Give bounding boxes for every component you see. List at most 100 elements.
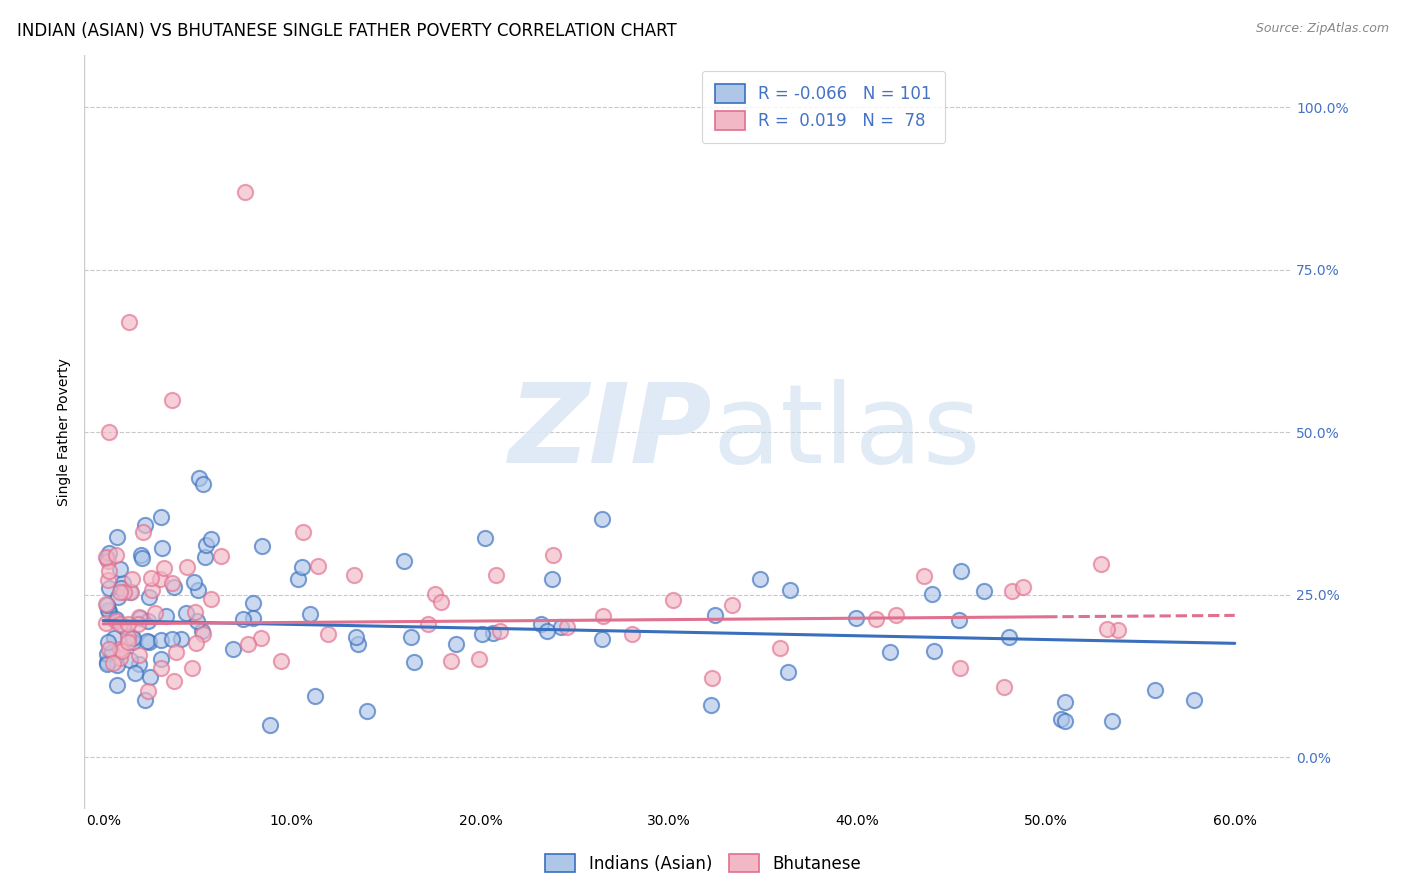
Point bbox=[186, 614, 208, 628]
Point bbox=[108, 562, 131, 576]
Y-axis label: Single Father Poverty: Single Father Poverty bbox=[58, 359, 72, 506]
Point bbox=[242, 596, 264, 610]
Point bbox=[200, 591, 222, 606]
Point bbox=[1107, 623, 1129, 637]
Point bbox=[118, 585, 141, 599]
Point bbox=[128, 657, 150, 671]
Point bbox=[307, 559, 329, 574]
Point bbox=[993, 680, 1015, 694]
Point bbox=[128, 648, 150, 663]
Point bbox=[132, 524, 155, 539]
Point bbox=[423, 587, 446, 601]
Point bbox=[291, 524, 314, 539]
Point bbox=[105, 658, 128, 673]
Point bbox=[110, 641, 132, 656]
Point bbox=[97, 603, 120, 617]
Point bbox=[1054, 714, 1077, 728]
Point bbox=[191, 627, 214, 641]
Point bbox=[118, 653, 141, 667]
Point bbox=[94, 597, 117, 611]
Point bbox=[865, 612, 887, 626]
Point bbox=[209, 549, 232, 563]
Point bbox=[471, 627, 494, 641]
Point bbox=[127, 617, 149, 632]
Point bbox=[136, 615, 159, 629]
Point bbox=[356, 704, 378, 718]
Point bbox=[120, 585, 142, 599]
Point bbox=[195, 538, 218, 552]
Legend: R = -0.066   N = 101, R =  0.019   N =  78: R = -0.066 N = 101, R = 0.019 N = 78 bbox=[702, 71, 945, 144]
Point bbox=[180, 661, 202, 675]
Point bbox=[232, 612, 254, 626]
Point bbox=[236, 637, 259, 651]
Text: INDIAN (ASIAN) VS BHUTANESE SINGLE FATHER POVERTY CORRELATION CHART: INDIAN (ASIAN) VS BHUTANESE SINGLE FATHE… bbox=[17, 22, 676, 40]
Point bbox=[541, 573, 564, 587]
Point bbox=[191, 477, 214, 491]
Point bbox=[884, 607, 907, 622]
Point bbox=[485, 568, 508, 582]
Point bbox=[440, 654, 463, 668]
Point bbox=[97, 546, 120, 560]
Point bbox=[98, 564, 121, 578]
Point bbox=[704, 608, 727, 623]
Point bbox=[149, 661, 172, 675]
Point bbox=[700, 671, 723, 685]
Point bbox=[96, 550, 118, 565]
Point bbox=[921, 587, 943, 601]
Point bbox=[97, 581, 120, 595]
Point bbox=[150, 652, 173, 666]
Point bbox=[1053, 694, 1076, 708]
Point bbox=[117, 616, 139, 631]
Point bbox=[343, 568, 366, 582]
Point bbox=[96, 550, 118, 565]
Point bbox=[163, 674, 186, 689]
Point bbox=[250, 539, 273, 553]
Point bbox=[394, 553, 416, 567]
Point bbox=[1095, 622, 1118, 636]
Point bbox=[1001, 584, 1024, 599]
Point bbox=[949, 564, 972, 578]
Point bbox=[184, 605, 207, 619]
Point bbox=[233, 185, 256, 199]
Point bbox=[96, 598, 118, 612]
Point bbox=[138, 590, 160, 604]
Point bbox=[107, 678, 129, 692]
Point bbox=[111, 576, 134, 591]
Point bbox=[550, 620, 572, 634]
Text: Source: ZipAtlas.com: Source: ZipAtlas.com bbox=[1256, 22, 1389, 36]
Point bbox=[749, 572, 772, 586]
Point bbox=[117, 634, 139, 648]
Point bbox=[291, 559, 314, 574]
Point bbox=[194, 549, 217, 564]
Point bbox=[103, 631, 125, 645]
Point bbox=[186, 636, 208, 650]
Text: atlas: atlas bbox=[711, 378, 980, 485]
Point bbox=[769, 640, 792, 655]
Point bbox=[112, 619, 135, 633]
Point bbox=[136, 633, 159, 648]
Point bbox=[1012, 580, 1035, 594]
Point bbox=[489, 624, 512, 638]
Point bbox=[242, 611, 264, 625]
Point bbox=[108, 651, 131, 665]
Point bbox=[101, 656, 124, 670]
Point bbox=[105, 530, 128, 544]
Point bbox=[162, 632, 184, 647]
Legend: Indians (Asian), Bhutanese: Indians (Asian), Bhutanese bbox=[538, 847, 868, 880]
Point bbox=[1090, 557, 1112, 571]
Point bbox=[111, 644, 134, 658]
Point bbox=[150, 633, 173, 648]
Point bbox=[404, 655, 426, 669]
Point bbox=[399, 630, 422, 644]
Point bbox=[97, 554, 120, 568]
Point bbox=[104, 548, 127, 562]
Point bbox=[699, 698, 721, 712]
Point bbox=[541, 548, 564, 562]
Point bbox=[879, 645, 901, 659]
Point bbox=[134, 693, 156, 707]
Point bbox=[973, 584, 995, 599]
Point bbox=[107, 590, 129, 604]
Point bbox=[191, 624, 214, 639]
Point bbox=[720, 598, 742, 612]
Point bbox=[104, 614, 127, 628]
